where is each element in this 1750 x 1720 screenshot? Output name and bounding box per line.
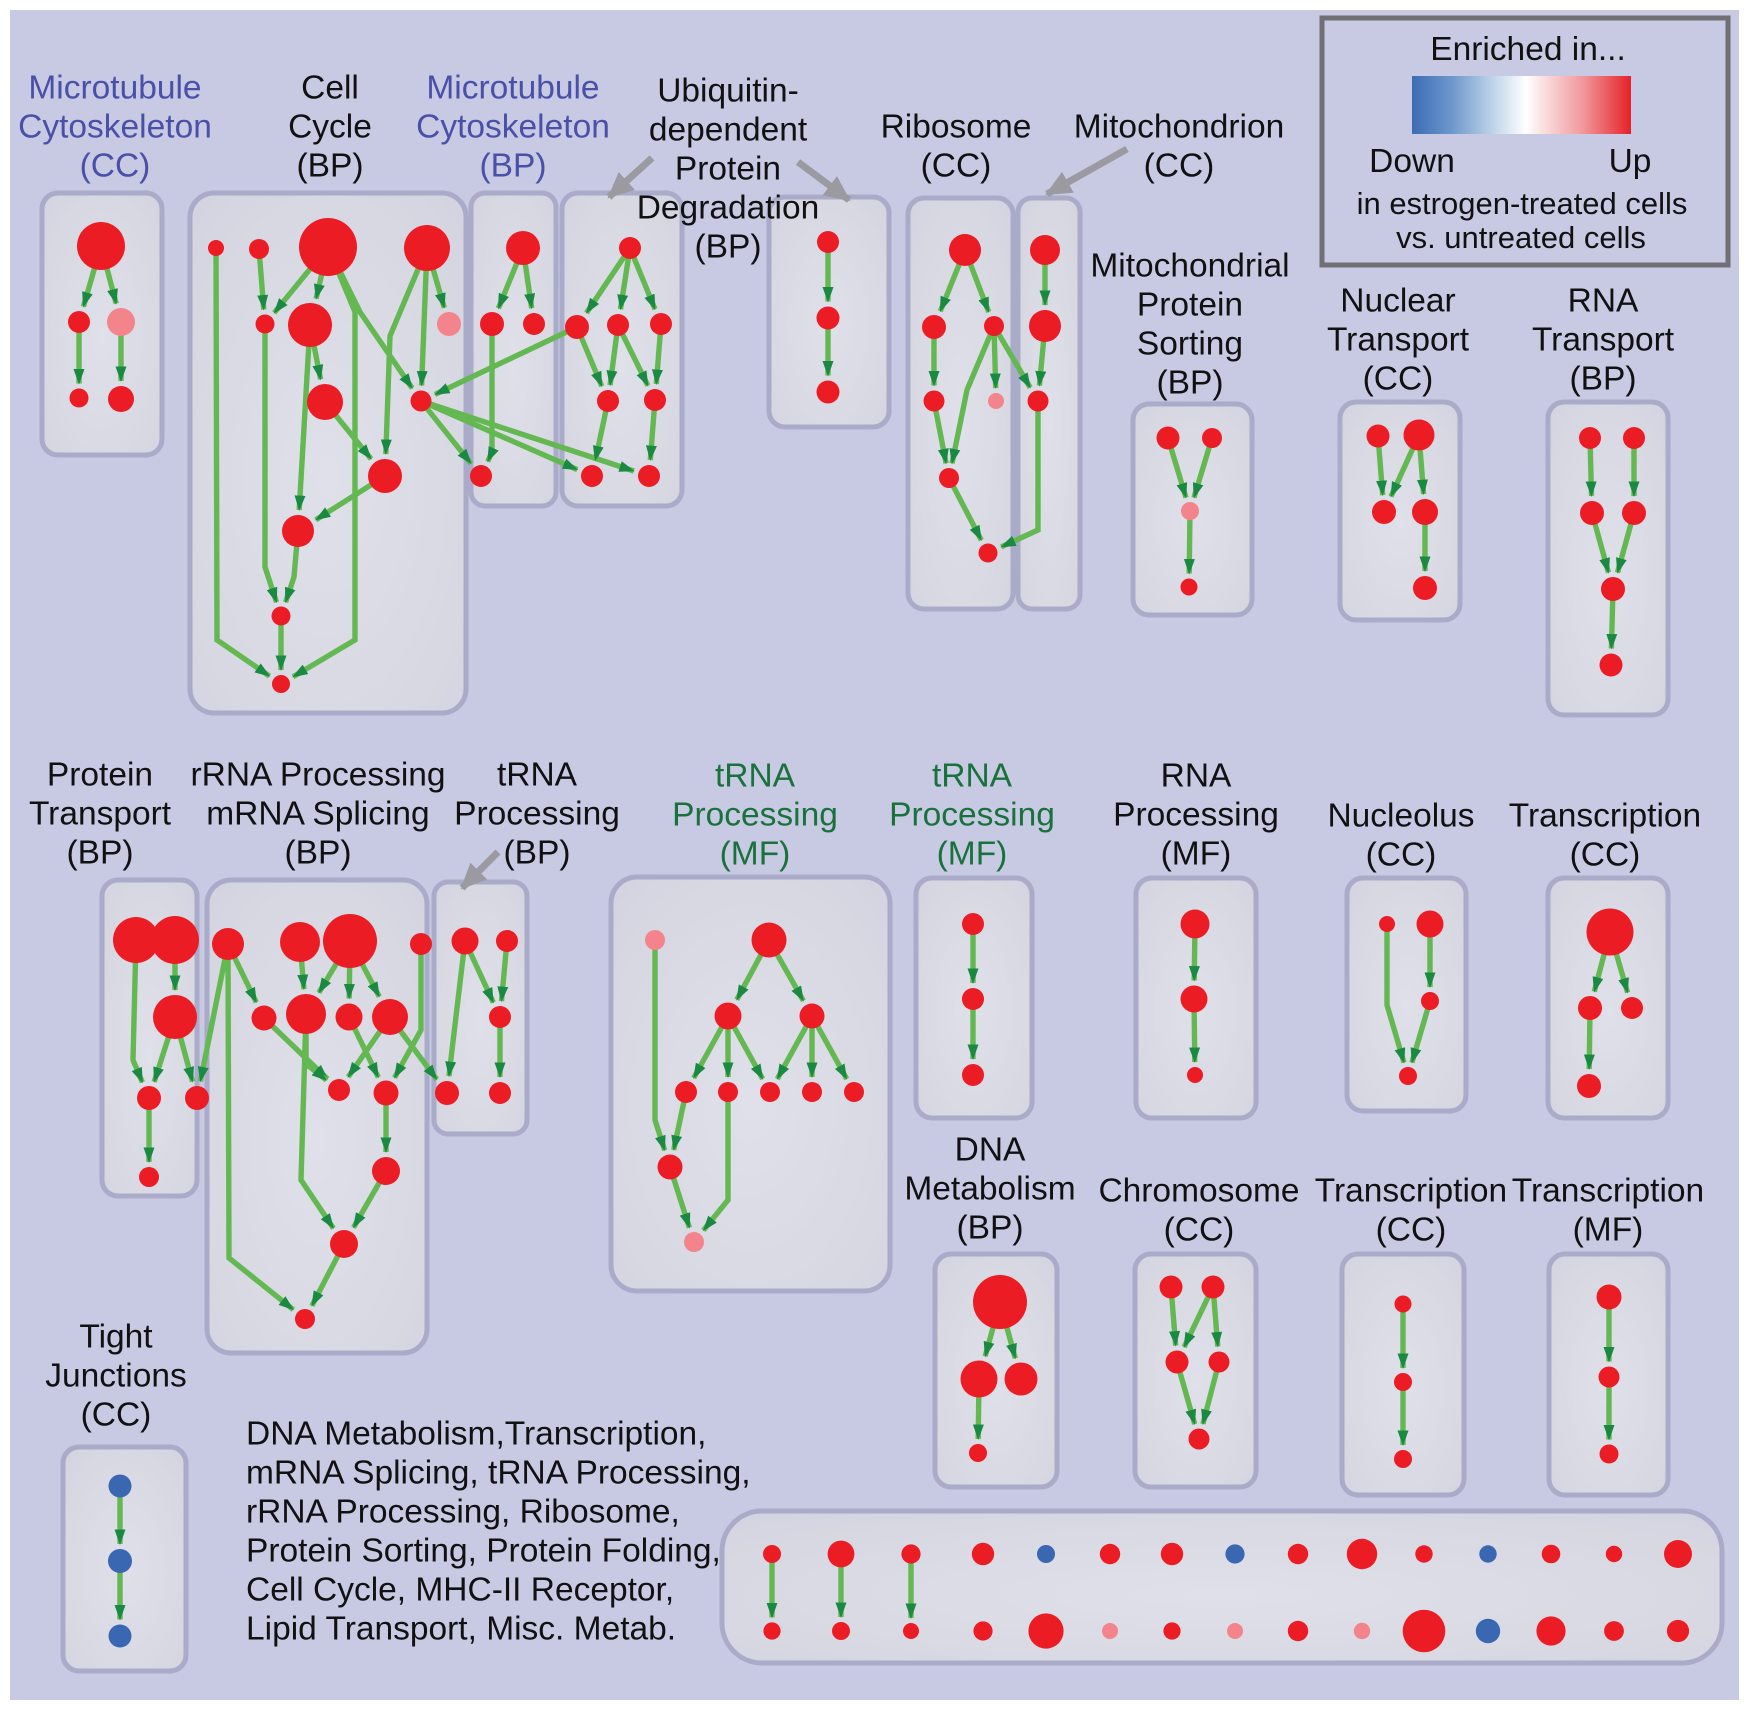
svg-text:in estrogen-treated cells: in estrogen-treated cells: [1357, 186, 1688, 221]
svg-text:Enriched in...: Enriched in...: [1430, 31, 1626, 68]
svg-text:Mitochondrion(CC): Mitochondrion (CC): [1074, 109, 1284, 185]
svg-text:DNA Metabolism,Transcription,m: DNA Metabolism,Transcription, mRNA Splici…: [246, 1416, 751, 1648]
svg-text:Transcription(CC): Transcription (CC): [1509, 798, 1701, 874]
svg-text:Nucleolus(CC): Nucleolus (CC): [1327, 798, 1474, 874]
svg-text:Down: Down: [1369, 143, 1455, 180]
svg-text:Ribosome(CC): Ribosome (CC): [881, 109, 1032, 185]
svg-text:Transcription(MF): Transcription (MF): [1512, 1173, 1704, 1249]
svg-text:Chromosome(CC): Chromosome (CC): [1098, 1173, 1299, 1249]
svg-text:Up: Up: [1609, 143, 1652, 180]
svg-text:vs. untreated cells: vs. untreated cells: [1396, 220, 1646, 255]
svg-text:Transcription(CC): Transcription (CC): [1315, 1173, 1507, 1249]
